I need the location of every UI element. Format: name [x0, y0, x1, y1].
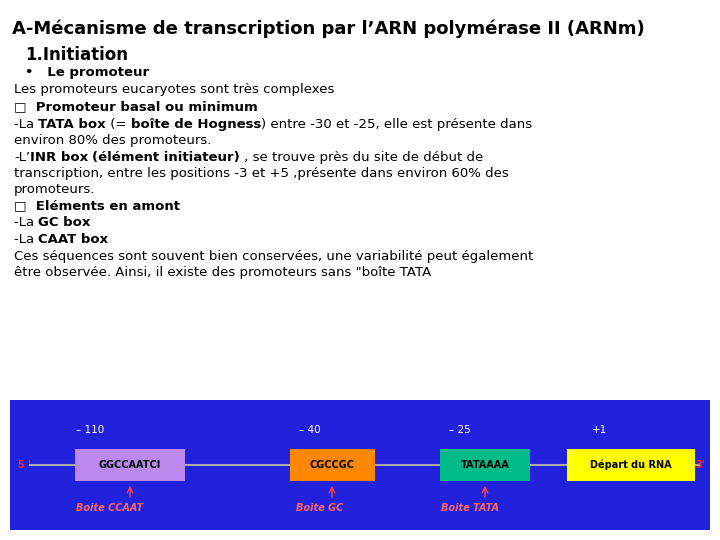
Text: +1: +1	[593, 425, 608, 435]
Text: environ 80% des promoteurs.: environ 80% des promoteurs.	[14, 134, 212, 147]
Bar	[75, 449, 185, 481]
Text: – 25: – 25	[449, 425, 471, 435]
Text: (=: (=	[106, 118, 130, 131]
Text: être observée. Ainsi, il existe des promoteurs sans "boîte TATA: être observée. Ainsi, il existe des prom…	[14, 266, 431, 279]
Text: TATAAAA: TATAAAA	[461, 460, 509, 470]
Text: INR box: INR box	[30, 151, 89, 164]
Text: – 110: – 110	[76, 425, 104, 435]
Bar	[10, 400, 710, 530]
Bar	[440, 449, 530, 481]
Text: 1.Initiation: 1.Initiation	[25, 46, 128, 64]
Text: GGCCAATCI: GGCCAATCI	[99, 460, 161, 470]
Text: -La: -La	[14, 216, 38, 229]
Text: CAAT box: CAAT box	[38, 233, 109, 246]
Text: -La: -La	[14, 233, 38, 246]
Text: 5 ': 5 '	[17, 460, 30, 470]
Text: promoteurs.: promoteurs.	[14, 183, 95, 196]
Text: transcription, entre les positions -3 et +5 ,présente dans environ 60% des: transcription, entre les positions -3 et…	[14, 167, 509, 180]
Text: Ces séquences sont souvent bien conservées, une variabilité peut également: Ces séquences sont souvent bien conservé…	[14, 250, 534, 263]
Text: , se trouve près du site de début de: , se trouve près du site de début de	[240, 151, 484, 164]
Text: – 40: – 40	[300, 425, 321, 435]
Text: boîte de Hogness: boîte de Hogness	[130, 118, 261, 131]
Text: Boite GC: Boite GC	[297, 503, 343, 513]
Text: •   Le promoteur: • Le promoteur	[25, 66, 149, 79]
Text: TATA box: TATA box	[38, 118, 106, 131]
Text: □  Promoteur basal ou minimum: □ Promoteur basal ou minimum	[14, 100, 258, 113]
Text: (élément initiateur): (élément initiateur)	[92, 151, 240, 164]
Text: Boite CCAAT: Boite CCAAT	[76, 503, 143, 513]
Text: -La: -La	[14, 118, 38, 131]
Text: □  Eléments en amont: □ Eléments en amont	[14, 199, 180, 212]
Text: 3': 3'	[696, 460, 705, 470]
Text: CGCCGC: CGCCGC	[310, 460, 355, 470]
Text: ) entre -30 et -25, elle est présente dans: ) entre -30 et -25, elle est présente da…	[261, 118, 532, 131]
Text: -L’: -L’	[14, 151, 30, 164]
Bar	[567, 449, 695, 481]
Text: A-Mécanisme de transcription par l’ARN polymérase II (ARNm): A-Mécanisme de transcription par l’ARN p…	[12, 20, 644, 38]
Text: Boite TATA: Boite TATA	[441, 503, 499, 513]
Text: Départ du RNA: Départ du RNA	[590, 460, 672, 470]
Text: GC box: GC box	[38, 216, 91, 229]
Text: Les promoteurs eucaryotes sont très complexes: Les promoteurs eucaryotes sont très comp…	[14, 83, 334, 96]
Bar	[290, 449, 375, 481]
